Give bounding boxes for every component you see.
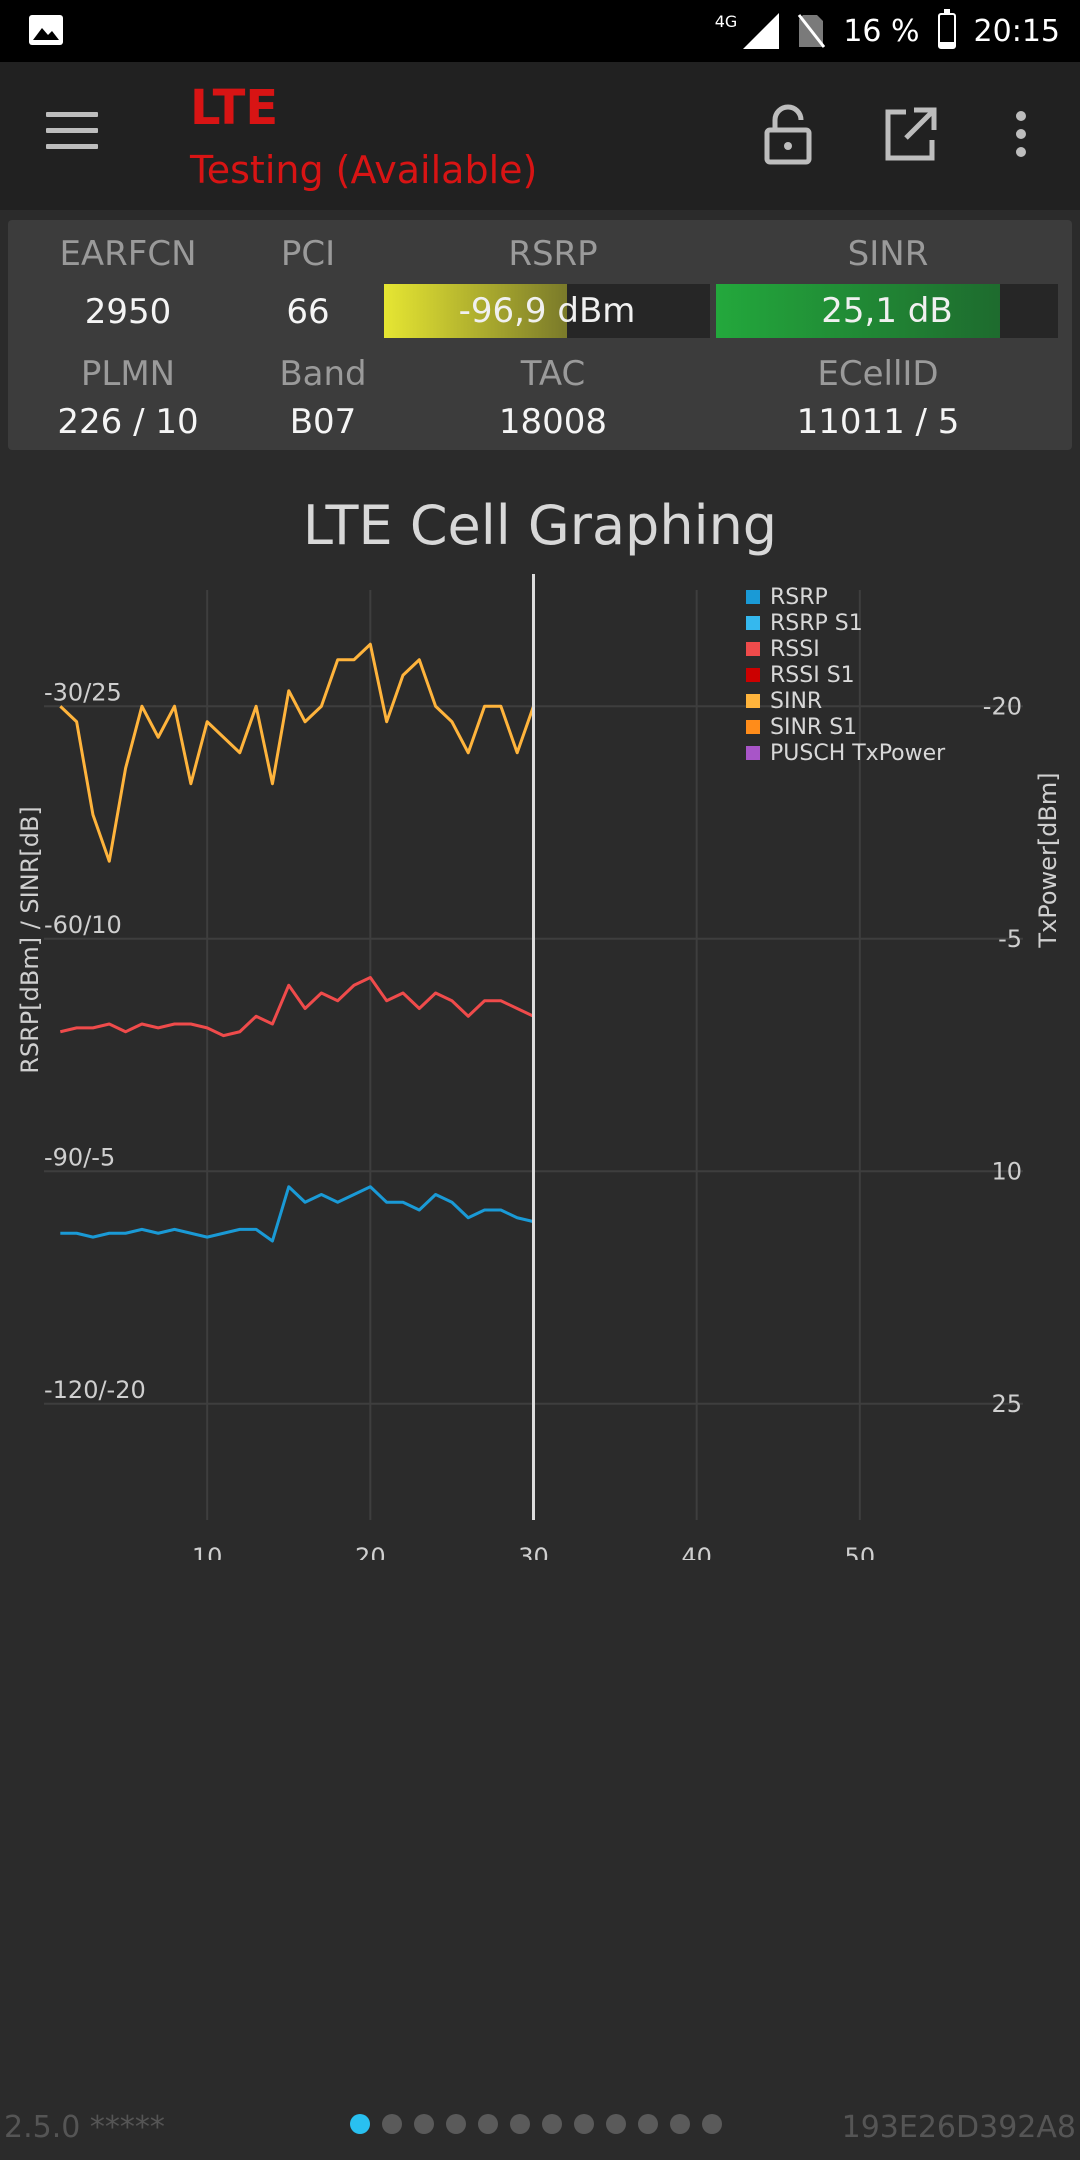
series-line-rssi xyxy=(59,976,535,1038)
page-dot[interactable] xyxy=(446,2114,466,2134)
chart-title: LTE Cell Graphing xyxy=(302,494,778,557)
legend-item: SINR xyxy=(770,689,822,714)
page-title: LTE xyxy=(190,80,279,136)
clock: 20:15 xyxy=(973,13,1060,49)
legend-item: RSSI S1 xyxy=(770,663,855,688)
x-tick-label: 10 xyxy=(192,1543,223,1560)
open-external-icon[interactable] xyxy=(880,102,940,166)
legend-item: PUSCH TxPower xyxy=(770,741,946,766)
pci-value: 66 xyxy=(286,292,330,332)
lock-open-icon[interactable] xyxy=(758,102,818,166)
y-tick-label-left: -120/-20 xyxy=(44,1376,146,1404)
more-vertical-icon[interactable] xyxy=(1006,102,1036,166)
battery-icon xyxy=(937,9,956,49)
sinr-label: SINR xyxy=(847,234,929,274)
band-value: B07 xyxy=(289,402,357,442)
ecellid-label: ECellID xyxy=(817,354,939,394)
legend-swatch xyxy=(746,590,760,604)
legend-swatch xyxy=(746,616,760,630)
x-tick-label: 40 xyxy=(681,1543,712,1560)
page-subtitle: Testing (Available) xyxy=(190,148,538,192)
sinr-value: 25,1 dB xyxy=(821,291,953,331)
rsrp-value: -96,9 dBm xyxy=(458,291,636,331)
legend-swatch xyxy=(746,642,760,656)
legend-item: RSSI xyxy=(770,637,820,662)
device-id: 193E26D392A8 xyxy=(841,2110,1076,2145)
pci-label: PCI xyxy=(280,234,336,274)
page-dot[interactable] xyxy=(542,2114,562,2134)
legend-swatch xyxy=(746,694,760,708)
page-dot[interactable] xyxy=(478,2114,498,2134)
earfcn-value: 2950 xyxy=(84,292,172,332)
y-tick-label-right: -5 xyxy=(998,925,1022,953)
x-tick-label: 50 xyxy=(845,1543,876,1560)
page-dot[interactable] xyxy=(382,2114,402,2134)
app-toolbar: LTE Testing (Available) xyxy=(0,62,1080,210)
legend-swatch xyxy=(746,668,760,682)
band-label: Band xyxy=(279,354,367,394)
sinr-bar: 25,1 dB xyxy=(716,284,1058,338)
tac-value: 18008 xyxy=(498,402,608,442)
series-line-rsrp xyxy=(60,1185,534,1243)
ecellid-value: 11011 / 5 xyxy=(796,402,960,442)
app-version: 2.5.0 ***** xyxy=(4,2110,165,2145)
plmn-label: PLMN xyxy=(80,354,176,394)
page-indicator[interactable] xyxy=(350,2114,722,2134)
y-tick-label-left: -30/25 xyxy=(44,678,122,706)
rsrp-label: RSRP xyxy=(508,234,598,274)
status-bar: 4G 16 % 20:15 xyxy=(0,0,1080,62)
gallery-icon xyxy=(29,15,63,45)
earfcn-label: EARFCN xyxy=(59,234,197,274)
legend-swatch xyxy=(746,746,760,760)
y2-axis-label: TxPower[dBm] xyxy=(1034,772,1062,948)
plmn-value: 226 / 10 xyxy=(57,402,199,442)
series-line-sinr xyxy=(59,642,535,863)
cell-info-panel: EARFCN PCI RSRP SINR 2950 66 -96,9 dBm 2… xyxy=(8,220,1072,450)
y-tick-label-left: -60/10 xyxy=(44,911,122,939)
no-sim-icon xyxy=(798,14,826,48)
x-tick-label: 30 xyxy=(518,1543,549,1560)
page-dot[interactable] xyxy=(638,2114,658,2134)
legend-item: SINR S1 xyxy=(770,715,857,740)
page-dot[interactable] xyxy=(510,2114,530,2134)
legend-item: RSRP S1 xyxy=(770,611,863,636)
page-dot[interactable] xyxy=(350,2114,370,2134)
battery-percent: 16 % xyxy=(843,13,920,49)
network-type: 4G xyxy=(714,11,738,31)
menu-icon[interactable] xyxy=(46,112,98,150)
lte-cell-chart[interactable]: -30/25 -60/10 -90/-5 -120/-20 -20 -5 10 25 10 20 3… xyxy=(0,560,1080,1560)
page-dot[interactable] xyxy=(670,2114,690,2134)
legend-swatch xyxy=(746,720,760,734)
page-dot[interactable] xyxy=(606,2114,626,2134)
y-tick-label-right: 25 xyxy=(991,1390,1022,1418)
rsrp-bar: -96,9 dBm xyxy=(384,284,710,338)
y-tick-label-right: 10 xyxy=(991,1157,1022,1185)
page-dot[interactable] xyxy=(574,2114,594,2134)
x-tick-label: 20 xyxy=(355,1543,386,1560)
legend-item: RSRP xyxy=(770,585,828,610)
signal-icon xyxy=(743,13,780,49)
y-axis-label: RSRP[dBm] / SINR[dB] xyxy=(16,806,44,1074)
page-dot[interactable] xyxy=(702,2114,722,2134)
y-tick-label-right: -20 xyxy=(983,692,1022,720)
page-dot[interactable] xyxy=(414,2114,434,2134)
y-tick-label-left: -90/-5 xyxy=(44,1143,115,1171)
tac-label: TAC xyxy=(520,354,586,394)
